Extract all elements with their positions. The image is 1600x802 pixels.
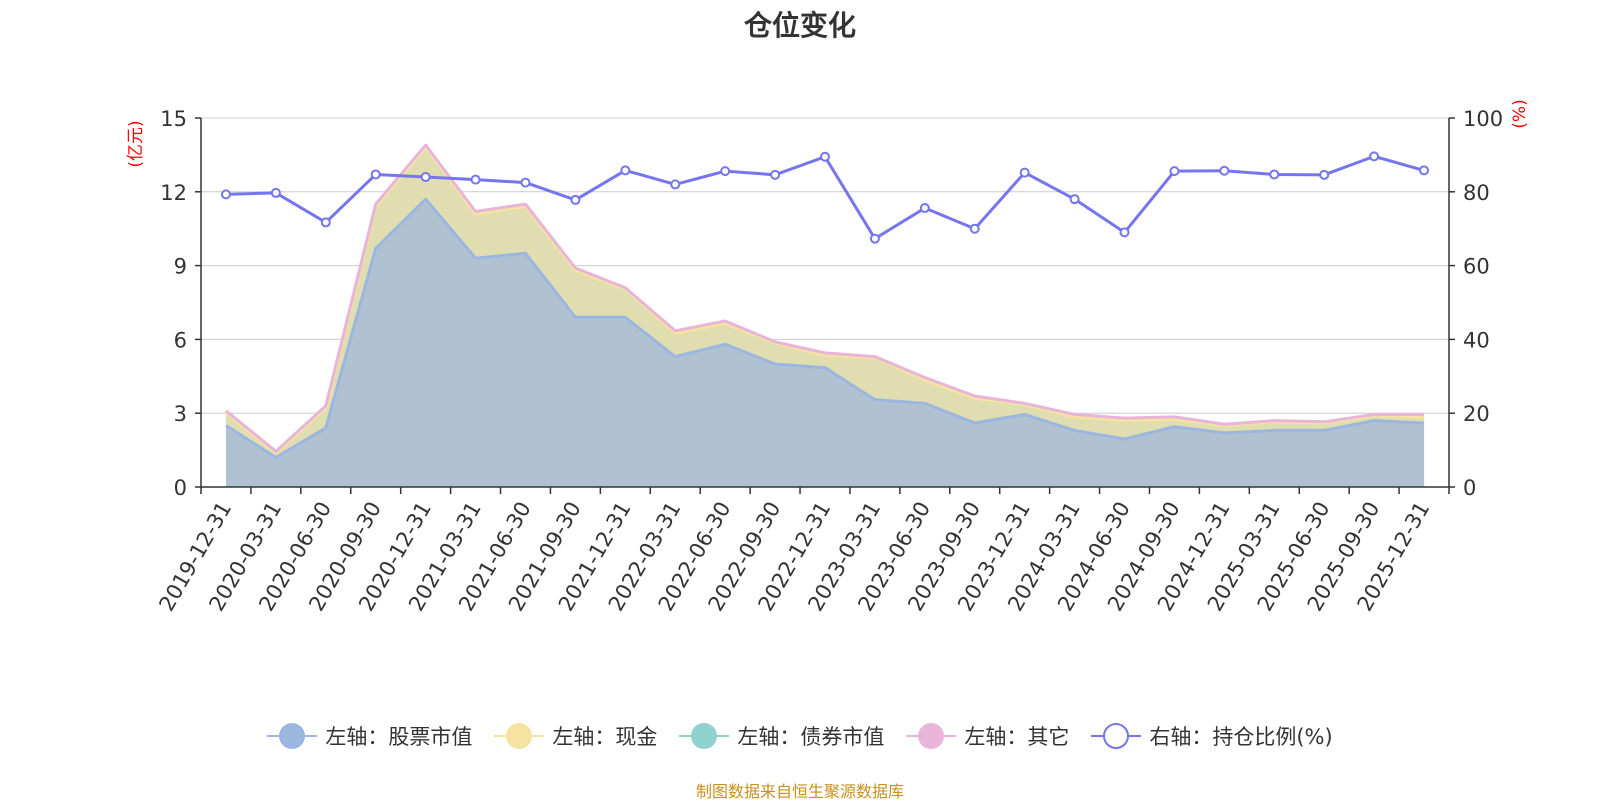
legend-label: 左轴：现金 — [552, 725, 658, 749]
legend-swatch-icon — [267, 722, 318, 750]
position-point — [1369, 151, 1380, 162]
right-tick-label: 20 — [1463, 402, 1490, 426]
position-point — [1019, 167, 1030, 178]
legend-item-stock[interactable]: 左轴：股票市值 — [267, 721, 472, 751]
position-point — [1419, 165, 1430, 176]
right-tick-label: 60 — [1463, 255, 1490, 279]
legend-item-other[interactable]: 左轴：其它 — [906, 721, 1069, 751]
position-point — [620, 165, 631, 176]
position-point — [820, 151, 830, 162]
right-tick-label: 80 — [1463, 181, 1490, 205]
position-point — [670, 179, 681, 190]
position-point — [770, 169, 781, 180]
legend-item-cash[interactable]: 左轴：现金 — [494, 721, 657, 751]
position-point — [570, 194, 581, 205]
legend-label: 左轴：股票市值 — [325, 725, 473, 749]
right-axis-title: (%) — [1510, 99, 1530, 128]
chart-title: 仓位变化 — [743, 9, 856, 42]
position-point — [470, 174, 481, 185]
legend-swatch-icon — [1091, 722, 1142, 750]
position-point — [520, 177, 531, 188]
position-point — [1119, 227, 1130, 238]
left-tick-label: 6 — [174, 328, 187, 352]
legend-label: 左轴：其它 — [964, 725, 1070, 749]
position-point — [720, 166, 731, 177]
legend-label: 右轴：持仓比例(%) — [1149, 725, 1333, 749]
right-tick-label: 40 — [1463, 328, 1490, 352]
left-tick-label: 9 — [174, 255, 187, 279]
legend-swatch-icon — [679, 722, 730, 750]
line-stock — [225, 197, 1425, 459]
position-point — [420, 172, 431, 183]
left-axis-title: (亿元) — [126, 120, 146, 167]
legend-dot-icon — [279, 723, 306, 749]
right-tick-label: 0 — [1463, 476, 1476, 500]
legend-dot-icon — [918, 723, 945, 749]
legend-item-position[interactable]: 右轴：持仓比例(%) — [1091, 721, 1333, 751]
position-point — [1219, 165, 1230, 176]
position-point — [270, 187, 281, 198]
left-tick-label: 3 — [174, 402, 187, 426]
position-point — [869, 233, 880, 244]
area-stock — [225, 199, 1425, 487]
position-point — [919, 203, 930, 214]
legend-item-bond[interactable]: 左轴：债券市值 — [679, 721, 884, 751]
position-point — [1069, 194, 1080, 205]
position-point — [969, 223, 980, 234]
position-point — [370, 169, 381, 180]
right-tick-label: 100 — [1463, 107, 1503, 131]
legend-swatch-icon — [906, 722, 957, 750]
left-tick-label: 0 — [174, 476, 187, 500]
left-tick-label: 15 — [160, 107, 187, 131]
line-other — [225, 143, 1425, 453]
position-point — [1169, 166, 1180, 177]
legend-dot-icon — [691, 723, 718, 749]
position-point — [1319, 169, 1330, 180]
left-tick-label: 12 — [160, 181, 187, 205]
legend-swatch-icon — [494, 722, 545, 750]
position-point — [220, 189, 231, 200]
legend: 左轴：股票市值 左轴：现金 左轴：债券市值 左轴：其它 右轴：持仓比例(%) — [0, 718, 1600, 754]
position-point — [320, 217, 331, 228]
legend-dot-icon — [506, 723, 533, 749]
legend-label: 左轴：债券市值 — [737, 725, 885, 749]
chart-svg: 03691215020406080100(亿元)(%)2019-12-31202… — [126, 99, 1530, 615]
legend-dot-icon — [1103, 723, 1130, 749]
position-point — [1269, 169, 1280, 180]
source-note: 制图数据来自恒生聚源数据库 — [695, 782, 904, 801]
